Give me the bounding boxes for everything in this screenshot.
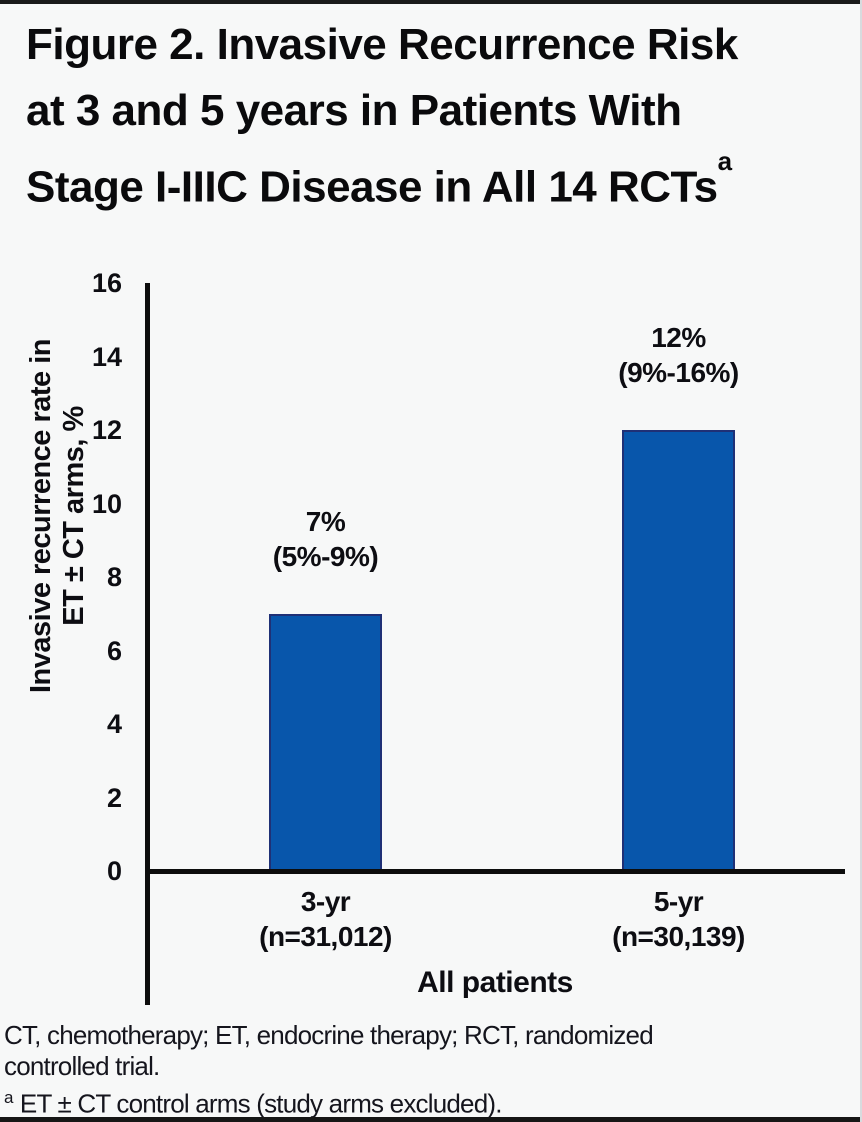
y-axis-line (145, 283, 150, 1005)
bar-value-label-3-yr: 7% (5%-9%) (213, 504, 439, 574)
title-superscript: a (717, 146, 733, 176)
y-tick-label: 6 (106, 635, 122, 666)
figure-title: Figure 2. Invasive Recurrence Risk at 3 a… (26, 12, 738, 221)
y-tick-label: 14 (91, 341, 122, 372)
y-tick-label: 0 (106, 856, 122, 886)
category-label-5-yr: 5-yr (n=30,139) (566, 884, 792, 954)
value-label: 7% (305, 505, 346, 537)
right-border (860, 0, 862, 1122)
category-n: (n=31,012) (259, 921, 392, 952)
footnote-text: ET ± CT control arms (study arms exclude… (19, 1088, 503, 1119)
category-label-3-yr: 3-yr (n=31,012) (213, 884, 439, 954)
bar-5-yr (622, 430, 735, 871)
x-axis-title: All patients (417, 966, 573, 999)
y-tick-label: 4 (106, 709, 122, 739)
bar-value-label-5-yr: 12% (9%-16%) (566, 320, 792, 390)
category-name: 5-yr (653, 886, 704, 917)
title-line-1: Figure 2. Invasive Recurrence Risk (26, 20, 738, 69)
x-axis-line (145, 869, 845, 874)
category-n: (n=30,139) (612, 921, 745, 952)
bottom-border (0, 1117, 862, 1122)
footnote-a: a ET ± CT control arms (study arms exclu… (4, 1082, 653, 1120)
ci-label: (9%-16%) (618, 357, 739, 388)
ci-label: (5%-9%) (272, 540, 379, 572)
bar-3-yr (269, 613, 382, 871)
title-line-3: Stage I-IIIC Disease in All 14 RCTs (26, 162, 718, 212)
footnotes: CT, chemotherapy; ET, endocrine therapy;… (4, 1020, 654, 1120)
y-tick-label: 8 (106, 562, 122, 592)
value-label: 12% (651, 322, 706, 353)
footnote-superscript: a (4, 1088, 14, 1107)
abbreviations-line-1: CT, chemotherapy; ET, endocrine therapy;… (4, 1020, 654, 1050)
y-tick-label: 2 (106, 782, 122, 813)
top-border (0, 0, 862, 4)
abbreviations-line-2: controlled trial. (4, 1051, 160, 1081)
y-tick-label: 16 (91, 268, 122, 298)
category-name: 3-yr (300, 886, 351, 917)
y-tick-label: 10 (91, 488, 122, 519)
title-line-2: at 3 and 5 years in Patients With (26, 86, 682, 135)
y-tick-label: 12 (91, 415, 122, 445)
